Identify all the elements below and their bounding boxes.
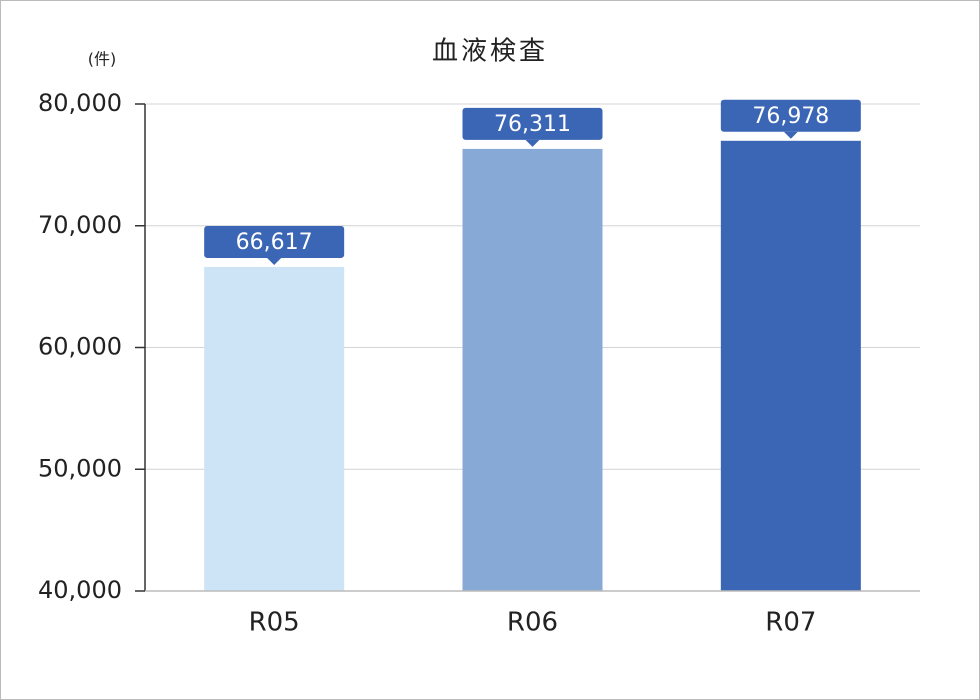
value-label: 76,978 bbox=[752, 104, 829, 129]
y-tick-label: 50,000 bbox=[38, 454, 122, 482]
bar bbox=[720, 140, 861, 591]
value-label: 66,617 bbox=[236, 230, 313, 255]
bar bbox=[204, 266, 345, 591]
value-label-pointer bbox=[525, 139, 540, 147]
value-label-box bbox=[462, 107, 603, 140]
value-label-pointer bbox=[783, 131, 798, 139]
x-tick-label: R07 bbox=[765, 608, 816, 638]
value-label-pointer bbox=[267, 257, 282, 265]
x-tick-label: R05 bbox=[249, 608, 300, 638]
y-tick-label: 70,000 bbox=[38, 211, 122, 239]
value-label: 76,311 bbox=[494, 112, 571, 137]
x-tick-label: R06 bbox=[507, 608, 558, 638]
bar bbox=[462, 148, 603, 591]
y-unit: (件) bbox=[88, 50, 117, 69]
y-tick-label: 60,000 bbox=[38, 333, 122, 361]
value-label-box bbox=[204, 225, 345, 258]
chart-title: 血液検査 bbox=[432, 37, 548, 67]
value-label-box bbox=[720, 99, 861, 132]
y-tick-label: 80,000 bbox=[38, 89, 122, 117]
y-tick-label: 40,000 bbox=[38, 576, 122, 604]
